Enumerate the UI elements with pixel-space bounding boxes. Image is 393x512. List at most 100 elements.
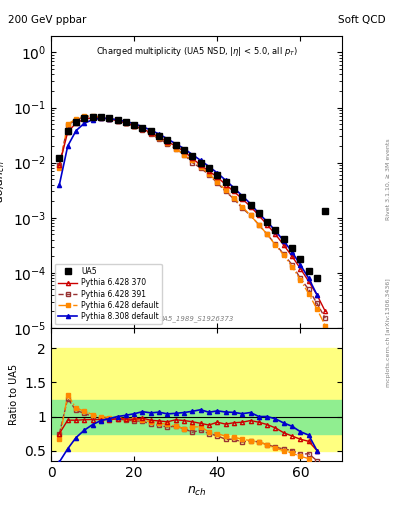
Pythia 6.428 default <box>165 140 170 146</box>
UA5 <box>99 114 103 120</box>
UA5 <box>265 219 270 225</box>
Pythia 6.428 370 <box>281 242 286 248</box>
Pythia 6.428 370 <box>298 265 303 271</box>
Pythia 6.428 default <box>257 222 261 228</box>
Pythia 6.428 391 <box>140 127 145 133</box>
Pythia 8.308 default <box>99 115 103 121</box>
Line: Pythia 6.428 391: Pythia 6.428 391 <box>57 115 327 321</box>
UA5 <box>198 160 203 166</box>
Pythia 8.308 default <box>157 131 162 137</box>
Pythia 6.428 default <box>157 135 162 141</box>
Pythia 6.428 default <box>273 242 278 248</box>
Pythia 8.308 default <box>290 249 294 255</box>
Pythia 8.308 default <box>82 120 87 126</box>
Pythia 6.428 370 <box>315 292 320 298</box>
Text: 200 GeV ppbar: 200 GeV ppbar <box>8 15 86 26</box>
Pythia 6.428 default <box>265 231 270 238</box>
Pythia 6.428 370 <box>173 143 178 149</box>
Pythia 6.428 391 <box>207 172 211 178</box>
Pythia 6.428 391 <box>107 116 112 122</box>
Pythia 6.428 default <box>123 120 128 126</box>
Pythia 6.428 370 <box>290 253 294 260</box>
Pythia 6.428 391 <box>65 122 70 128</box>
Legend: UA5, Pythia 6.428 370, Pythia 6.428 391, Pythia 6.428 default, Pythia 8.308 defa: UA5, Pythia 6.428 370, Pythia 6.428 391,… <box>55 264 162 324</box>
UA5 <box>173 142 178 148</box>
Pythia 8.308 default <box>182 145 186 152</box>
UA5 <box>165 137 170 143</box>
Pythia 8.308 default <box>173 141 178 147</box>
Pythia 6.428 370 <box>99 115 103 121</box>
Pythia 6.428 370 <box>257 212 261 219</box>
UA5 <box>281 236 286 242</box>
UA5 <box>306 268 311 274</box>
Pythia 6.428 370 <box>240 196 244 202</box>
Pythia 6.428 default <box>107 115 112 121</box>
Pythia 6.428 default <box>290 264 294 270</box>
Pythia 8.308 default <box>198 157 203 163</box>
Pythia 6.428 default <box>315 306 320 312</box>
Pythia 6.428 391 <box>173 145 178 152</box>
Pythia 6.428 default <box>306 291 311 297</box>
Pythia 8.308 default <box>207 163 211 169</box>
Pythia 6.428 391 <box>257 222 261 228</box>
Pythia 8.308 default <box>273 228 278 234</box>
Pythia 8.308 default <box>132 121 136 127</box>
UA5 <box>290 245 294 251</box>
UA5 <box>223 179 228 185</box>
Pythia 8.308 default <box>223 177 228 183</box>
Pythia 6.428 370 <box>306 279 311 285</box>
Pythia 8.308 default <box>65 143 70 149</box>
Pythia 6.428 391 <box>215 180 220 186</box>
UA5 <box>215 172 220 178</box>
Pythia 6.428 370 <box>207 168 211 174</box>
Pythia 6.428 default <box>90 113 95 119</box>
Pythia 6.428 391 <box>315 300 320 306</box>
Pythia 6.428 default <box>198 163 203 169</box>
Pythia 6.428 default <box>231 195 236 201</box>
Pythia 6.428 default <box>132 122 136 129</box>
Pythia 6.428 391 <box>73 117 78 123</box>
Pythia 6.428 370 <box>132 122 136 129</box>
Pythia 6.428 default <box>73 116 78 122</box>
Bar <box>51 349 342 451</box>
Pythia 6.428 default <box>57 165 62 171</box>
Pythia 6.428 370 <box>149 130 153 136</box>
Pythia 6.428 default <box>298 276 303 283</box>
Pythia 6.428 391 <box>306 286 311 292</box>
Pythia 6.428 391 <box>223 188 228 195</box>
Pythia 8.308 default <box>190 152 195 158</box>
Pythia 6.428 391 <box>265 231 270 238</box>
Pythia 6.428 370 <box>231 188 236 195</box>
Pythia 6.428 370 <box>65 129 70 135</box>
Pythia 6.428 391 <box>82 114 87 120</box>
Pythia 6.428 370 <box>223 182 228 188</box>
Pythia 6.428 391 <box>198 165 203 171</box>
Pythia 8.308 default <box>231 185 236 191</box>
Pythia 6.428 default <box>99 114 103 120</box>
UA5 <box>240 194 244 200</box>
UA5 <box>57 155 62 161</box>
Pythia 6.428 default <box>173 145 178 152</box>
Pythia 6.428 391 <box>290 262 294 268</box>
Line: Pythia 8.308 default: Pythia 8.308 default <box>57 116 319 297</box>
Pythia 6.428 default <box>215 179 220 185</box>
UA5 <box>82 115 87 121</box>
Pythia 8.308 default <box>115 117 120 123</box>
UA5 <box>157 133 162 139</box>
UA5 <box>231 186 236 193</box>
Pythia 6.428 370 <box>190 155 195 161</box>
UA5 <box>73 119 78 125</box>
UA5 <box>65 127 70 134</box>
Pythia 6.428 default <box>65 121 70 127</box>
UA5 <box>190 153 195 159</box>
Pythia 8.308 default <box>315 292 320 298</box>
X-axis label: $n_{ch}$: $n_{ch}$ <box>187 485 206 498</box>
Pythia 6.428 370 <box>140 126 145 132</box>
UA5 <box>140 125 145 132</box>
Pythia 8.308 default <box>306 275 311 281</box>
Pythia 6.428 default <box>207 171 211 177</box>
Pythia 6.428 370 <box>198 162 203 168</box>
Pythia 8.308 default <box>240 193 244 199</box>
Pythia 6.428 default <box>182 152 186 158</box>
Pythia 6.428 391 <box>132 123 136 129</box>
